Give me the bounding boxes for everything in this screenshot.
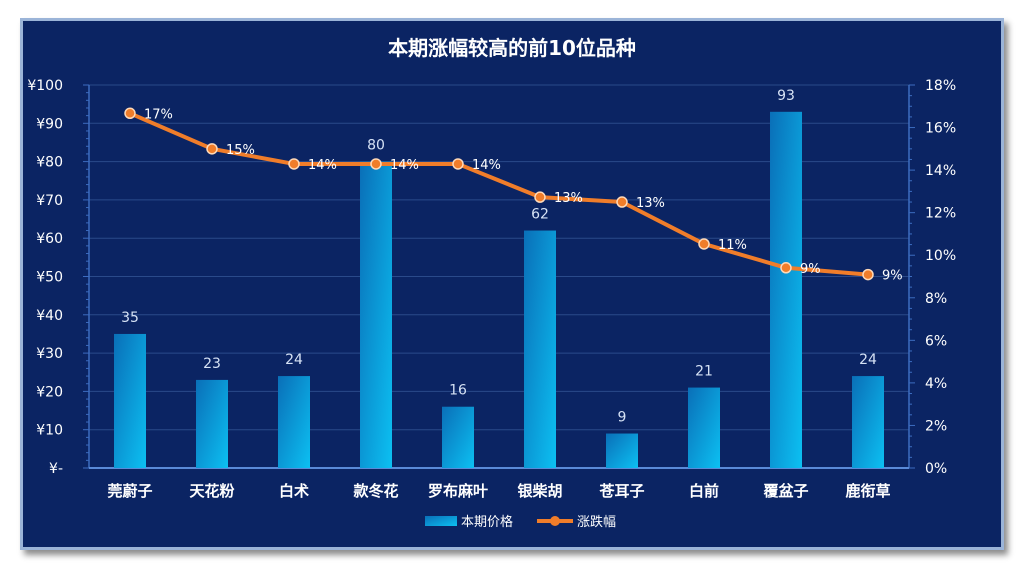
line-value-label: 15% — [226, 143, 255, 158]
category-label: 覆盆子 — [763, 482, 808, 500]
bar — [442, 406, 474, 468]
line-point — [534, 191, 546, 203]
data-labels: 35 23 24 80 16 62 9 21 93 24 17% 15% 14% 14% 14% 13% 13%… — [121, 88, 903, 426]
line-value-label: 11% — [718, 238, 747, 253]
right-tick-label: 2% — [925, 418, 947, 434]
category-label: 银柴胡 — [517, 482, 562, 500]
legend-bar-swatch — [425, 516, 457, 526]
right-tick-label: 14% — [925, 163, 956, 179]
line-value-label: 9% — [800, 262, 821, 277]
category-label: 白术 — [279, 482, 309, 500]
bar — [196, 379, 228, 468]
legend-line-label: 涨跌幅 — [577, 514, 616, 530]
category-label: 鹿衔草 — [845, 482, 890, 500]
bar — [606, 433, 638, 468]
right-tick-label: 0% — [925, 461, 947, 477]
left-tick-label: ¥100 — [27, 78, 63, 94]
line-value-label: 9% — [882, 269, 903, 284]
line-point — [698, 238, 710, 250]
category-label: 款冬花 — [353, 482, 398, 500]
line-point — [452, 158, 464, 170]
left-tick-label: ¥- — [49, 461, 63, 477]
line-point — [370, 158, 382, 170]
legend-line-marker — [550, 516, 560, 526]
bar-value-label: 24 — [285, 352, 303, 368]
bar-value-label: 21 — [695, 364, 713, 380]
bar — [770, 111, 802, 468]
chart-frame: 本期涨幅较高的前10位品种 ¥- ¥10 ¥20 ¥30 ¥40 ¥50 ¥60 ¥70 ¥80… — [20, 18, 1004, 550]
bar — [360, 161, 392, 468]
bar-series — [114, 111, 884, 468]
bar-value-label: 62 — [531, 207, 549, 223]
right-tick-label: 12% — [925, 206, 956, 222]
left-tick-label: ¥20 — [36, 384, 63, 400]
line-value-label: 14% — [472, 158, 501, 173]
line-point — [780, 262, 792, 274]
left-tick-label: ¥60 — [36, 231, 63, 247]
bar-value-label: 24 — [859, 352, 877, 368]
right-tick-label: 4% — [925, 376, 947, 392]
bar-value-label: 9 — [618, 410, 627, 426]
right-tick-label: 16% — [925, 121, 956, 137]
line-point — [206, 143, 218, 155]
line-point — [616, 196, 628, 208]
left-tick-label: ¥50 — [36, 270, 63, 286]
left-tick-label: ¥90 — [36, 116, 63, 132]
left-tick-label: ¥40 — [36, 308, 63, 324]
right-tick-label: 6% — [925, 333, 947, 349]
right-tick-label: 8% — [925, 291, 947, 307]
line-value-label: 14% — [390, 158, 419, 173]
right-tick-label: 10% — [925, 248, 956, 264]
bar — [688, 387, 720, 468]
right-tick-label: 18% — [925, 78, 956, 94]
combo-chart: 本期涨幅较高的前10位品种 ¥- ¥10 ¥20 ¥30 ¥40 ¥50 ¥60 ¥70 ¥80… — [27, 36, 956, 530]
legend-bar-label: 本期价格 — [461, 514, 513, 530]
category-label: 莞蔚子 — [107, 482, 152, 500]
bar — [524, 230, 556, 468]
line-point — [124, 107, 136, 120]
bar — [852, 376, 884, 468]
legend: 本期价格 涨跌幅 — [425, 514, 616, 530]
bar — [278, 376, 310, 468]
line-path — [128, 111, 870, 277]
bar-value-label: 16 — [449, 383, 467, 399]
bar-value-label: 23 — [203, 356, 221, 372]
line-series — [124, 107, 874, 281]
bar — [114, 333, 146, 468]
category-label: 罗布麻叶 — [428, 482, 488, 500]
left-tick-label: ¥70 — [36, 193, 63, 209]
line-point — [862, 268, 874, 281]
line-value-label: 13% — [554, 191, 583, 206]
category-label: 苍耳子 — [598, 482, 644, 500]
line-value-label: 13% — [636, 196, 665, 211]
line-value-label: 17% — [144, 107, 173, 122]
left-tick-label: ¥10 — [36, 423, 63, 439]
left-tick-label: ¥80 — [36, 155, 63, 171]
bar-value-label: 35 — [121, 310, 139, 326]
line-point — [288, 158, 300, 170]
left-tick-label: ¥30 — [36, 346, 63, 362]
line-value-label: 14% — [308, 158, 337, 173]
category-label: 白前 — [689, 482, 719, 500]
bar-value-label: 80 — [367, 138, 385, 154]
bar-value-label: 93 — [777, 88, 795, 104]
chart-title: 本期涨幅较高的前10位品种 — [388, 36, 636, 60]
category-label: 天花粉 — [189, 482, 234, 500]
axes: ¥- ¥10 ¥20 ¥30 ¥40 ¥50 ¥60 ¥70 ¥80 ¥90 ¥100 0% 2% 4% 6… — [27, 78, 956, 500]
